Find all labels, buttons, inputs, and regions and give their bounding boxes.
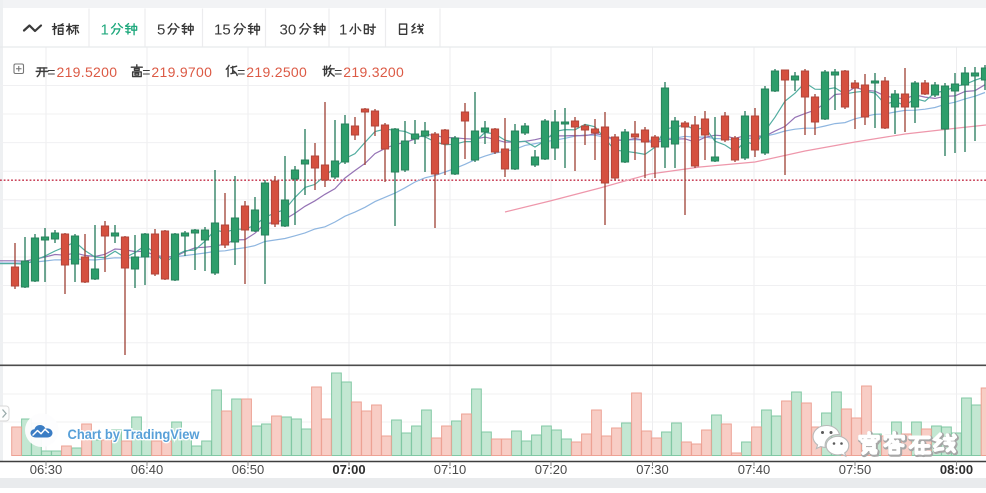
svg-text:219.3200: 219.3200 [343, 64, 404, 80]
svg-text:07:20: 07:20 [535, 462, 568, 477]
svg-text:07:40: 07:40 [738, 462, 771, 477]
svg-text:1: 1 [101, 22, 109, 39]
svg-text:30: 30 [280, 22, 297, 39]
svg-text:=: = [47, 64, 55, 80]
svg-text:06:40: 06:40 [131, 462, 164, 477]
svg-text:07:00: 07:00 [332, 462, 365, 477]
svg-text:06:30: 06:30 [30, 462, 63, 477]
svg-text:=: = [142, 64, 150, 80]
svg-text:219.5200: 219.5200 [57, 64, 118, 80]
svg-text:15: 15 [214, 22, 231, 39]
svg-text:5: 5 [157, 22, 165, 39]
svg-text:08:00: 08:00 [940, 462, 973, 477]
svg-text:07:50: 07:50 [839, 462, 872, 477]
svg-text:=: = [334, 64, 342, 80]
svg-text:=: = [237, 64, 245, 80]
svg-text:07:10: 07:10 [434, 462, 467, 477]
svg-text:1: 1 [339, 22, 347, 39]
svg-text:Chart by TradingView: Chart by TradingView [68, 426, 200, 442]
svg-text:06:50: 06:50 [232, 462, 265, 477]
svg-text:219.9700: 219.9700 [151, 64, 212, 80]
svg-text:07:30: 07:30 [636, 462, 669, 477]
svg-text:219.2500: 219.2500 [246, 64, 307, 80]
